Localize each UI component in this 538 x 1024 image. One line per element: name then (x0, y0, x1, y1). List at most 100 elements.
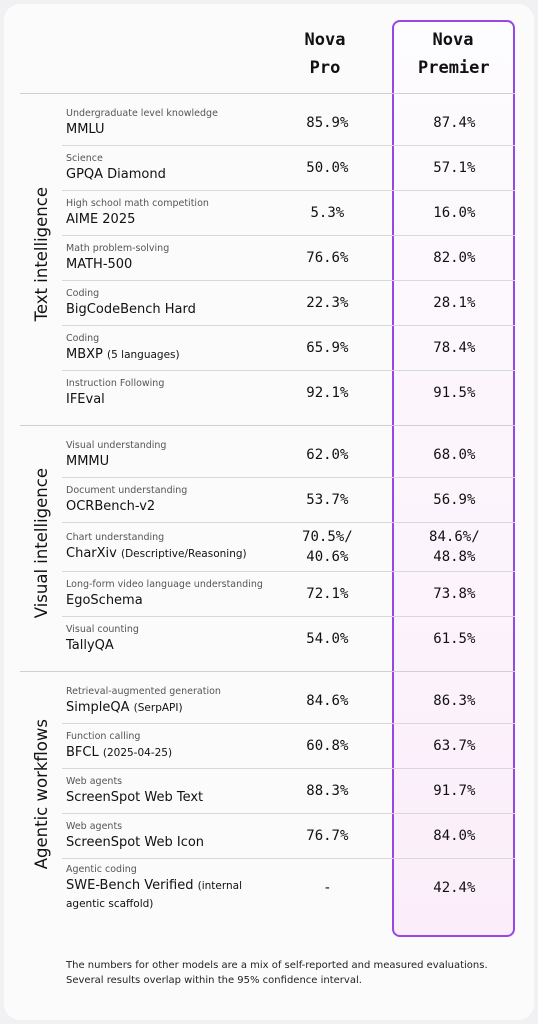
value-cell: 62.0% (281, 445, 374, 465)
value-cell: 86.3% (394, 691, 515, 711)
pro-value: 92.1% (306, 385, 349, 401)
benchmark: TallyQA (66, 637, 281, 655)
row-label: Instruction Following IFEval (62, 377, 281, 409)
row: Web agents ScreenSpot Web Icon 76.7% 84.0% (62, 813, 515, 858)
row-label: Retrieval-augmented generation SimpleQA (… (62, 685, 281, 717)
pro-value: - (323, 880, 332, 896)
premier-value: 42.4% (433, 880, 476, 896)
value-cell: 16.0% (394, 203, 515, 223)
premier-value: 82.0% (433, 250, 476, 266)
pro-value: 65.9% (306, 340, 349, 356)
benchmark-name: GPQA Diamond (66, 167, 166, 182)
benchmark: GPQA Diamond (66, 166, 281, 184)
row: Function calling BFCL (2025-04-25) 60.8% 63… (62, 723, 515, 768)
value-cell: 54.0% (281, 629, 374, 649)
benchmark-note: (internal agentic scaffold) (66, 880, 243, 910)
benchmark-name: OCRBench-v2 (66, 499, 156, 514)
category: Instruction Following (66, 378, 165, 389)
premier-value: 28.1% (433, 295, 476, 311)
section-title: Text intelligence (31, 187, 51, 322)
premier-value: 68.0% (433, 446, 476, 463)
column-header: Nova Pro (304, 30, 346, 78)
value-cell: 61.5% (394, 629, 515, 649)
row: Coding BigCodeBench Hard 22.3% 28.1% (62, 280, 515, 325)
benchmark: MMMU (66, 453, 281, 471)
premier-value: 91.7% (433, 783, 476, 799)
value-cell: 57.1% (394, 158, 515, 178)
section: Agentic workflows Retrieval-augmented gen… (20, 671, 515, 917)
benchmark: MATH-500 (66, 256, 281, 274)
row: Undergraduate level knowledge MMLU 85.9% 87… (62, 100, 515, 145)
footnote: The numbers for other models are a mix o… (66, 960, 488, 986)
premier-value: 57.1% (433, 160, 476, 176)
category: Long-form video language understanding (66, 579, 263, 590)
category: Science (66, 153, 103, 164)
row-label: Math problem-solving MATH-500 (62, 242, 281, 274)
pro-value: 70.5%/40.6% (302, 529, 353, 565)
premier-value: 86.3% (433, 692, 476, 709)
premier-value: 61.5% (433, 631, 476, 647)
row: Math problem-solving MATH-500 76.6% 82.0% (62, 235, 515, 280)
benchmark: BigCodeBench Hard (66, 301, 281, 319)
pro-value: 5.3% (310, 205, 345, 221)
premier-value: 63.7% (433, 738, 476, 754)
benchmark-note: (2025-04-25) (102, 747, 173, 759)
premier-value: 84.0% (433, 828, 476, 844)
value-cell: 84.0% (394, 826, 515, 846)
section-title: Agentic workflows (31, 719, 51, 870)
row: Visual counting TallyQA 54.0% 61.5% (62, 616, 515, 661)
value-cell: 53.7% (281, 490, 374, 510)
category: Math problem-solving (66, 243, 170, 254)
value-cell: 28.1% (394, 293, 515, 313)
value-cell: 85.9% (281, 113, 374, 133)
value-cell: 82.0% (394, 248, 515, 268)
section: Visual intelligence Visual understanding M… (20, 425, 515, 661)
pro-value: 84.6% (306, 692, 349, 709)
category: Chart understanding (66, 532, 165, 543)
row-label: Chart understanding CharXiv (Descriptive/… (62, 531, 281, 563)
benchmark: MBXP (5 languages) (66, 346, 281, 364)
benchmark-note: (SerpAPI) (133, 701, 183, 714)
benchmark-name: CharXiv (66, 546, 117, 561)
benchmark-name: SWE-Bench Verified (66, 878, 194, 893)
row: Long-form video language understanding Eg… (62, 571, 515, 616)
benchmark-name: BigCodeBench Hard (66, 302, 196, 317)
category: Document understanding (66, 485, 188, 496)
table: Text intelligence Undergraduate level kno… (20, 93, 515, 927)
row-label: Visual understanding MMMU (62, 439, 281, 471)
pro-value: 72.1% (306, 586, 349, 602)
row-label: Agentic coding SWE-Bench Verified (intern… (62, 863, 281, 913)
benchmark: OCRBench-v2 (66, 498, 281, 516)
benchmark-name: AIME 2025 (66, 212, 136, 227)
value-cell: 50.0% (281, 158, 374, 178)
benchmark-name: ScreenSpot Web Text (66, 790, 204, 805)
row: Chart understanding CharXiv (Descriptive/… (62, 522, 515, 571)
pro-value: 76.7% (306, 828, 349, 844)
row-label: Long-form video language understanding Eg… (62, 578, 281, 610)
value-cell: 56.9% (394, 490, 515, 510)
value-cell: - (281, 878, 374, 898)
benchmark-name: TallyQA (66, 638, 114, 653)
value-cell: 70.5%/40.6% (281, 527, 374, 567)
row-label: High school math competition AIME 2025 (62, 197, 281, 229)
pro-value: 60.8% (306, 738, 349, 754)
benchmark: BFCL (2025-04-25) (66, 744, 281, 762)
benchmark-name: MMLU (66, 121, 105, 137)
category: Visual counting (66, 624, 139, 635)
premier-value: 84.6%/48.8% (429, 529, 480, 565)
pro-value: 76.6% (306, 250, 349, 266)
column-header: Nova Premier (418, 30, 490, 78)
benchmark-name: SimpleQA (66, 699, 130, 715)
premier-value: 73.8% (433, 586, 476, 602)
row: Agentic coding SWE-Bench Verified (intern… (62, 858, 515, 917)
benchmark: CharXiv (Descriptive/Reasoning) (66, 545, 281, 563)
benchmark: SimpleQA (SerpAPI) (66, 699, 281, 717)
premier-value: 87.4% (433, 114, 476, 131)
benchmark-name: BFCL (66, 745, 99, 760)
value-cell: 92.1% (281, 383, 374, 403)
benchmark: IFEval (66, 391, 281, 409)
benchmark-note: (Descriptive/Reasoning) (120, 548, 247, 560)
benchmark: SWE-Bench Verified (internal agentic sca… (66, 877, 281, 913)
benchmark-note: (5 languages) (107, 349, 180, 361)
row-label: Document understanding OCRBench-v2 (62, 484, 281, 516)
